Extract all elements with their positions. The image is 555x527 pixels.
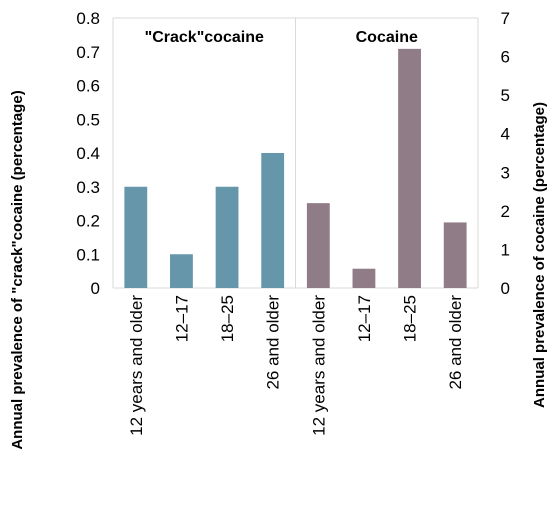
right-axis-tick-label: 5: [501, 86, 510, 105]
bar: [261, 153, 285, 288]
right-axis-tick-label: 4: [501, 125, 510, 144]
right-axis-tick-label: 6: [501, 48, 510, 67]
x-axis-tick-label: 18–25: [401, 295, 420, 342]
bar: [306, 203, 330, 288]
x-axis-tick-label: 12 years and older: [309, 295, 328, 436]
right-axis-ticks: 0 1 2 3 4 5 6 7: [501, 9, 510, 298]
left-axis-title: Annual prevalence of "crack"cocaine (per…: [9, 90, 26, 449]
x-axis-tick-label: 26 and older: [264, 295, 283, 390]
right-axis-tick-label: 7: [501, 9, 510, 28]
left-axis-tick-label: 0.3: [76, 178, 100, 197]
bar: [443, 222, 467, 288]
right-axis-tick-label: 1: [501, 240, 510, 259]
left-axis-ticks: 0 0.1 0.2 0.3 0.4 0.5 0.6 0.7 0.8: [76, 9, 100, 298]
x-axis-tick-label: 18–25: [218, 295, 237, 342]
right-axis-tick-label: 3: [501, 163, 510, 182]
x-axis-tick-labels: 12 years and older 12–17 18–25 26 and older…: [127, 295, 465, 436]
bar: [124, 186, 148, 288]
right-axis-tick-label: 0: [501, 279, 510, 298]
x-axis-tick-label: 12–17: [355, 295, 374, 342]
plot-frame: [112, 17, 479, 289]
x-axis-tick-label: 12–17: [172, 295, 191, 342]
panel-titles: "Crack"cocaine Cocaine: [145, 29, 418, 46]
panel-title: Cocaine: [356, 29, 418, 46]
bar: [215, 186, 239, 288]
left-axis-tick-label: 0.2: [76, 212, 100, 231]
left-axis-tick-label: 0.6: [76, 77, 100, 96]
bar: [398, 48, 421, 288]
left-axis-tick-label: 0.5: [76, 110, 100, 129]
left-axis-tick-label: 0.7: [76, 43, 100, 62]
bar: [170, 254, 193, 288]
x-axis-tick-label: 12 years and older: [127, 295, 146, 436]
left-axis-tick-label: 0.1: [76, 245, 100, 264]
right-axis-tick-label: 2: [501, 202, 510, 221]
left-axis-tick-label: 0.8: [76, 9, 100, 28]
right-axis-title: Annual prevalence of cocaine (percentage…: [531, 102, 548, 408]
left-axis-tick-label: 0: [91, 279, 100, 298]
x-axis-tick-label: 26 and older: [446, 295, 465, 390]
left-axis-tick-label: 0.4: [76, 144, 100, 163]
bar: [352, 268, 376, 288]
bars: [124, 48, 467, 288]
panel-title: "Crack"cocaine: [145, 29, 264, 46]
